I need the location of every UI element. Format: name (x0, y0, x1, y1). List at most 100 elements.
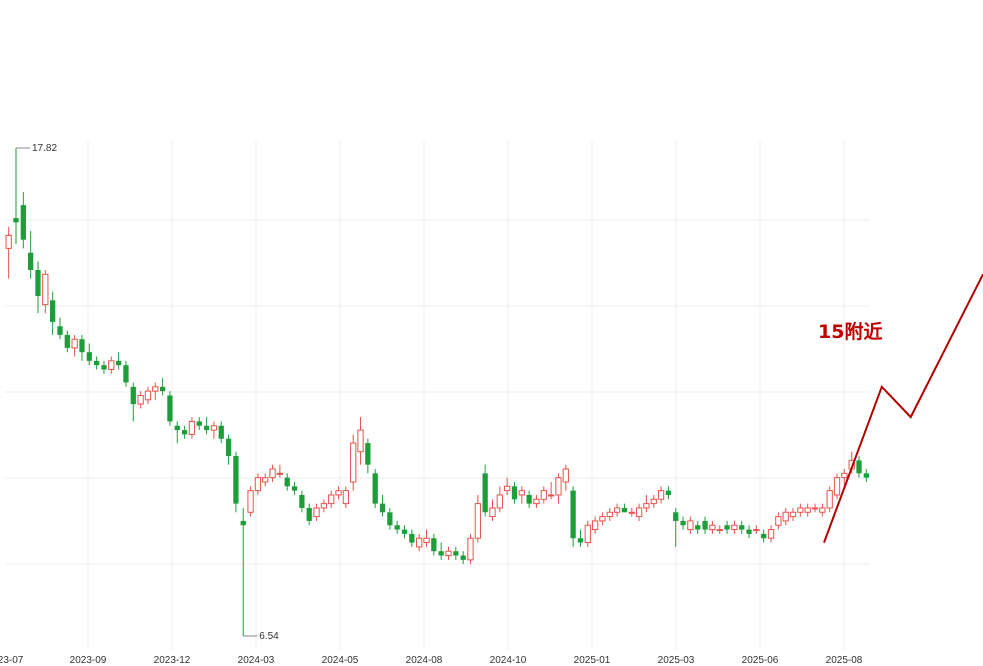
candle-up (320, 499, 328, 513)
candle-body (306, 507, 312, 521)
candle-down (130, 382, 136, 422)
candle-body (504, 485, 511, 492)
target-annotation: 15附近 (818, 320, 882, 343)
candle-up (731, 520, 738, 534)
x-tick-label: 2025-03 (658, 655, 695, 666)
candle-down (431, 533, 437, 556)
candle-body (613, 507, 621, 513)
candle-up (5, 226, 12, 279)
candle-down (101, 360, 107, 374)
candle-body (416, 537, 423, 548)
candle-up (335, 486, 342, 500)
candle-down (115, 352, 122, 370)
candle-down (621, 503, 628, 513)
candle-down (291, 481, 298, 495)
candle-up (188, 417, 196, 439)
x-axis-ticks: 2023-07 2023-09 2023-12 2024-03 2024-05 2024-… (0, 655, 863, 666)
candle-body (137, 394, 144, 405)
candle-body (167, 395, 173, 422)
candle-down (299, 490, 305, 513)
candle-body (453, 551, 459, 556)
candle-up (540, 486, 547, 504)
candle-body (79, 339, 85, 353)
candle-body (570, 490, 576, 539)
candle-body (533, 498, 540, 505)
candle-down (702, 516, 708, 534)
candle-body (702, 520, 708, 530)
grid-lines (5, 140, 870, 650)
candle-body (50, 300, 56, 322)
candle-down (196, 417, 202, 431)
candle-body (181, 430, 188, 435)
candle-up (819, 503, 826, 517)
candle-body (577, 538, 584, 543)
candle-body (284, 477, 290, 487)
candle-body (863, 473, 869, 478)
candle-body (826, 490, 833, 509)
candle-body (233, 456, 239, 504)
candle-down (203, 417, 210, 435)
candle-body (409, 533, 415, 543)
candle-up (767, 525, 775, 543)
candle-body (291, 486, 298, 491)
x-tick-label: 2023-12 (154, 655, 191, 666)
candle-body (276, 472, 284, 475)
candle-body (20, 205, 26, 240)
candle-body (673, 512, 679, 521)
candle-down (724, 520, 730, 534)
candle-up (71, 334, 78, 357)
candle-up (657, 486, 665, 504)
candle-body (350, 442, 357, 483)
candle-up (635, 503, 643, 521)
x-tick-label: 2023-07 (0, 655, 24, 666)
candle-down (379, 494, 386, 517)
candle-down (167, 391, 173, 426)
candle-body (518, 490, 525, 496)
candle-up (643, 494, 650, 513)
candle-up (247, 486, 254, 517)
candle-up (716, 525, 723, 534)
candle-up (533, 494, 540, 508)
candle-body (57, 326, 63, 335)
candle-body (115, 360, 122, 366)
candles-group (5, 148, 869, 636)
candle-body (856, 460, 862, 474)
candle-down (863, 469, 869, 482)
candle-up (826, 486, 833, 513)
candle-up (474, 494, 481, 543)
candle-down (570, 486, 576, 547)
candle-up (628, 507, 635, 517)
candle-body (761, 533, 767, 539)
candle-body (657, 490, 665, 500)
candle-body (320, 503, 328, 509)
candle-body (775, 516, 782, 526)
candle-body (372, 473, 378, 504)
candle-down (673, 507, 679, 547)
candle-up (144, 386, 152, 405)
x-tick-label: 2024-03 (238, 655, 275, 666)
candle-body (342, 490, 350, 505)
candle-body (203, 425, 210, 431)
candle-down (856, 456, 862, 478)
candle-down (79, 334, 85, 361)
candle-down (695, 520, 701, 534)
candle-down (453, 546, 459, 560)
candle-down (240, 507, 246, 636)
candle-up (42, 270, 49, 314)
candle-body (196, 421, 202, 426)
candle-up (562, 464, 569, 491)
candle-body (247, 490, 254, 513)
candle-down (365, 438, 371, 474)
candle-body (218, 425, 224, 439)
candle-body (643, 503, 650, 509)
candle-body (335, 490, 342, 496)
candle-body (71, 338, 78, 349)
high-price-label: 17.82 (32, 143, 57, 154)
candle-up (599, 512, 606, 526)
candle-up (423, 529, 430, 547)
candle-down (761, 529, 767, 543)
candle-body (650, 498, 657, 505)
candle-body (709, 524, 716, 531)
candle-up (584, 520, 591, 547)
candle-body (811, 507, 819, 510)
